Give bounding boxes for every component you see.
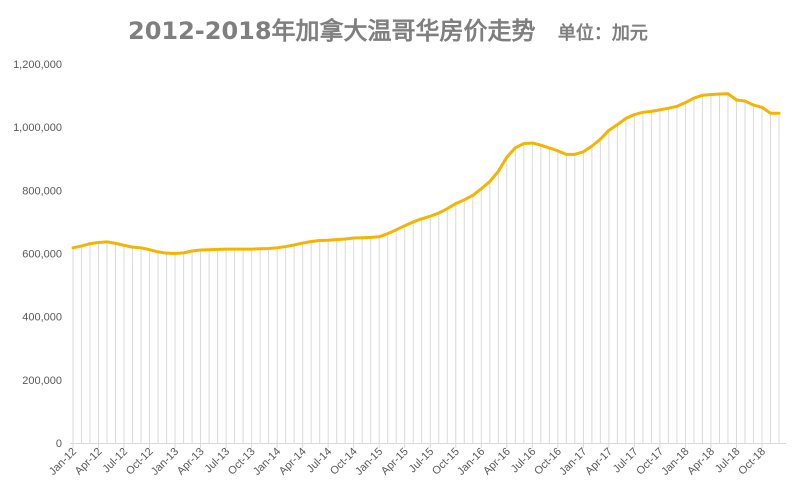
x-tick-label: Oct-18: [736, 446, 768, 478]
y-tick-label: 1,200,000: [13, 59, 62, 71]
x-tick-label: Apr-15: [379, 446, 411, 478]
x-tick-label: Jan-15: [353, 446, 385, 478]
x-tick-label: Jan-18: [659, 446, 691, 478]
chart-subtitle: 单位：加元: [558, 22, 648, 44]
x-tick-label: Apr-17: [583, 446, 615, 478]
y-tick-label: 600,000: [22, 249, 62, 261]
y-tick-label: 0: [56, 438, 62, 450]
x-tick-label: Jan-17: [557, 446, 589, 478]
y-tick-label: 200,000: [22, 375, 62, 387]
x-tick-label: Jan-12: [47, 446, 79, 478]
x-tick-label: Jan-13: [149, 446, 181, 478]
svg-text:2012-2018年加拿大温哥华房价走势 单位：加元: 2012-2018年加拿大温哥华房价走势 单位：加元: [128, 17, 648, 45]
x-tick-label: Apr-18: [685, 446, 717, 478]
x-tick-label: Jan-14: [251, 446, 283, 478]
x-tick-label: Apr-13: [175, 446, 207, 478]
chart-title: 2012-2018年加拿大温哥华房价走势: [128, 17, 536, 45]
y-tick-label: 1,000,000: [13, 122, 62, 134]
series-line: [71, 92, 781, 255]
x-axis-ticks: Jan-12Apr-12Jul-12Oct-12Jan-13Apr-13Jul-…: [47, 443, 768, 478]
y-tick-label: 800,000: [22, 185, 62, 197]
y-tick-label: 400,000: [22, 312, 62, 324]
x-tick-label: Apr-12: [73, 446, 105, 478]
x-tick-label: Apr-16: [481, 446, 513, 478]
y-axis-ticks: 0 200,000 400,000 600,000 800,000 1,000,000 1,…: [13, 59, 62, 450]
drop-lines: [72, 93, 780, 443]
x-tick-label: Jan-16: [455, 446, 487, 478]
series-group: [71, 92, 781, 255]
x-tick-label: Apr-14: [277, 446, 309, 478]
